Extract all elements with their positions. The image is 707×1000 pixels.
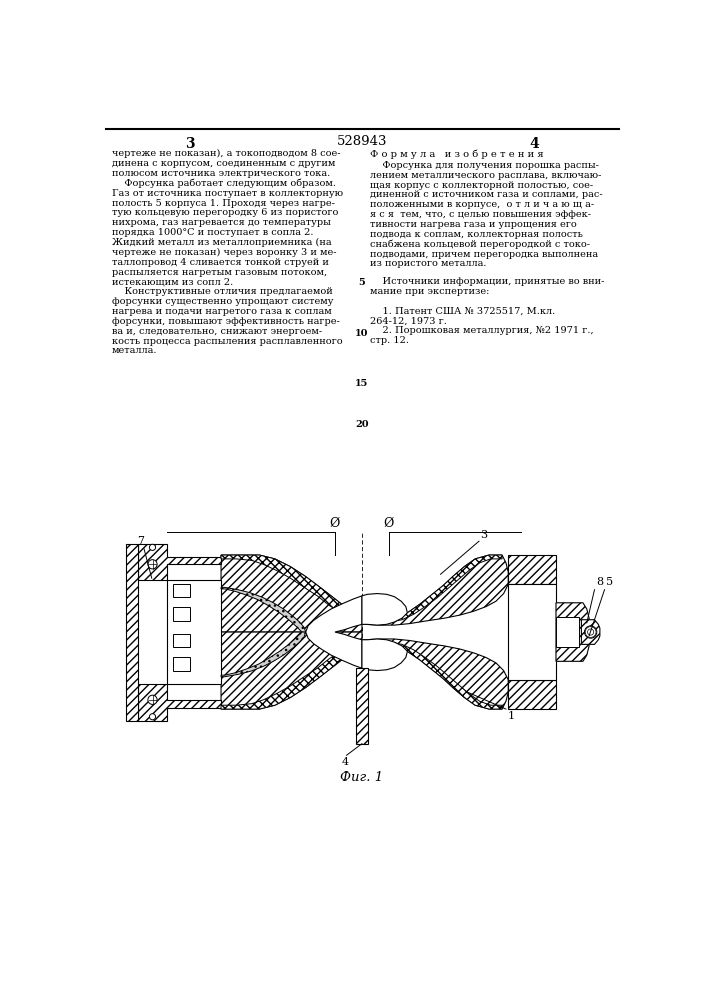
Text: снабжена кольцевой перегородкой с токо-: снабжена кольцевой перегородкой с токо-: [370, 240, 590, 249]
Circle shape: [148, 695, 157, 704]
Bar: [173, 634, 190, 647]
Circle shape: [148, 560, 157, 569]
Text: 10: 10: [355, 329, 369, 338]
Text: Конструктивные отличия предлагаемой: Конструктивные отличия предлагаемой: [112, 287, 332, 296]
Text: Форсунка работает следующим образом.: Форсунка работает следующим образом.: [112, 179, 336, 188]
Polygon shape: [390, 555, 502, 622]
Circle shape: [149, 714, 156, 720]
Text: форсунки существенно упрощают систему: форсунки существенно упрощают систему: [112, 297, 333, 306]
Text: 3: 3: [481, 530, 488, 540]
Text: стр. 12.: стр. 12.: [370, 336, 409, 345]
Text: лением металлического расплава, включаю-: лением металлического расплава, включаю-: [370, 171, 601, 180]
Text: щая корпус с коллекторной полостью, сое-: щая корпус с коллекторной полостью, сое-: [370, 181, 592, 190]
Bar: [556, 617, 579, 647]
Text: Источники информации, принятые во вни-: Источники информации, принятые во вни-: [370, 277, 604, 286]
Text: 1. Патент США № 3725517, М.кл.: 1. Патент США № 3725517, М.кл.: [370, 306, 555, 315]
Polygon shape: [581, 620, 600, 644]
Polygon shape: [138, 684, 221, 721]
Text: 528943: 528943: [337, 135, 387, 148]
Polygon shape: [508, 555, 556, 584]
Text: полюсом источника электрического тока.: полюсом источника электрического тока.: [112, 169, 330, 178]
Bar: [173, 657, 190, 671]
Text: я с я  тем, что, с целью повышения эффек-: я с я тем, что, с целью повышения эффек-: [370, 210, 590, 219]
Polygon shape: [221, 555, 508, 632]
Bar: [508, 584, 556, 680]
Text: 4: 4: [530, 137, 539, 151]
Polygon shape: [305, 596, 362, 668]
Text: металла.: металла.: [112, 346, 157, 355]
Text: тивности нагрева газа и упрощения его: тивности нагрева газа и упрощения его: [370, 220, 576, 229]
Polygon shape: [362, 594, 407, 625]
Text: нихрома, газ нагревается до температуры: нихрома, газ нагревается до температуры: [112, 218, 331, 227]
Text: таллопровод 4 сливается тонкой струей и: таллопровод 4 сливается тонкой струей и: [112, 258, 329, 267]
Text: 5: 5: [606, 577, 613, 587]
Text: положенными в корпусе,  о т л и ч а ю щ а-: положенными в корпусе, о т л и ч а ю щ а…: [370, 200, 594, 209]
Text: чертеже не показан) через воронку 3 и ме-: чертеже не показан) через воронку 3 и ме…: [112, 248, 337, 257]
Text: Ø: Ø: [384, 517, 394, 530]
Text: 3: 3: [185, 137, 195, 151]
Text: Ø: Ø: [329, 517, 340, 530]
Polygon shape: [390, 642, 502, 709]
Text: полость 5 корпуса 1. Проходя через нагре-: полость 5 корпуса 1. Проходя через нагре…: [112, 199, 334, 208]
Polygon shape: [362, 639, 407, 671]
Polygon shape: [126, 544, 138, 721]
Text: распыляется нагретым газовым потоком,: распыляется нагретым газовым потоком,: [112, 268, 327, 277]
Text: подвода к соплам, коллекторная полость: подвода к соплам, коллекторная полость: [370, 230, 583, 239]
Text: диненной с источником газа и соплами, рас-: диненной с источником газа и соплами, ра…: [370, 190, 602, 199]
Polygon shape: [138, 544, 221, 580]
Bar: [356, 668, 368, 744]
Text: 4: 4: [341, 757, 349, 767]
Text: 5: 5: [358, 278, 366, 287]
Text: истекающим из сопл 2.: истекающим из сопл 2.: [112, 277, 233, 286]
Text: кость процесса распыления расплавленного: кость процесса распыления расплавленного: [112, 337, 342, 346]
Polygon shape: [221, 632, 508, 709]
Circle shape: [585, 626, 597, 638]
Text: 20: 20: [355, 420, 369, 429]
Text: 2. Порошковая металлургия, №2 1971 г.,: 2. Порошковая металлургия, №2 1971 г.,: [370, 326, 593, 335]
Text: Жидкий металл из металлоприемника (на: Жидкий металл из металлоприемника (на: [112, 238, 332, 247]
Text: форсунки, повышают эффективность нагре-: форсунки, повышают эффективность нагре-: [112, 317, 339, 326]
Text: динена с корпусом, соединенным с другим: динена с корпусом, соединенным с другим: [112, 159, 335, 168]
Text: Фиг. 1: Фиг. 1: [340, 771, 383, 784]
Text: Форсунка для получения порошка распы-: Форсунка для получения порошка распы-: [370, 161, 599, 170]
Polygon shape: [221, 632, 305, 677]
Bar: [167, 580, 221, 684]
Bar: [173, 584, 190, 597]
Text: 1: 1: [508, 711, 515, 721]
Text: Газ от источника поступает в коллекторную: Газ от источника поступает в коллекторну…: [112, 189, 343, 198]
Circle shape: [149, 544, 156, 550]
Polygon shape: [221, 555, 363, 621]
Text: из пористого металла.: из пористого металла.: [370, 259, 486, 268]
Bar: [173, 607, 190, 620]
Text: 264-12, 1973 г.: 264-12, 1973 г.: [370, 316, 447, 325]
Text: Ф о р м у л а   и з о б р е т е н и я: Ф о р м у л а и з о б р е т е н и я: [370, 149, 543, 159]
Text: нагрева и подачи нагретого газа к соплам: нагрева и подачи нагретого газа к соплам: [112, 307, 332, 316]
Text: 7: 7: [136, 536, 144, 546]
Text: ва и, следовательно, снижают энергоем-: ва и, следовательно, снижают энергоем-: [112, 327, 322, 336]
Text: подводами, причем перегородка выполнена: подводами, причем перегородка выполнена: [370, 250, 598, 259]
Polygon shape: [221, 643, 363, 709]
Text: 15: 15: [355, 379, 368, 388]
Text: 8: 8: [596, 577, 603, 587]
Polygon shape: [221, 587, 305, 632]
Polygon shape: [508, 680, 556, 709]
Text: порядка 1000°С и поступает в сопла 2.: порядка 1000°С и поступает в сопла 2.: [112, 228, 313, 237]
Polygon shape: [556, 603, 589, 661]
Text: мание при экспертизе:: мание при экспертизе:: [370, 287, 489, 296]
Text: тую кольцевую перегородку 6 из пористого: тую кольцевую перегородку 6 из пористого: [112, 208, 338, 217]
Text: чертеже не показан), а токоподводом 8 сое-: чертеже не показан), а токоподводом 8 со…: [112, 149, 340, 158]
